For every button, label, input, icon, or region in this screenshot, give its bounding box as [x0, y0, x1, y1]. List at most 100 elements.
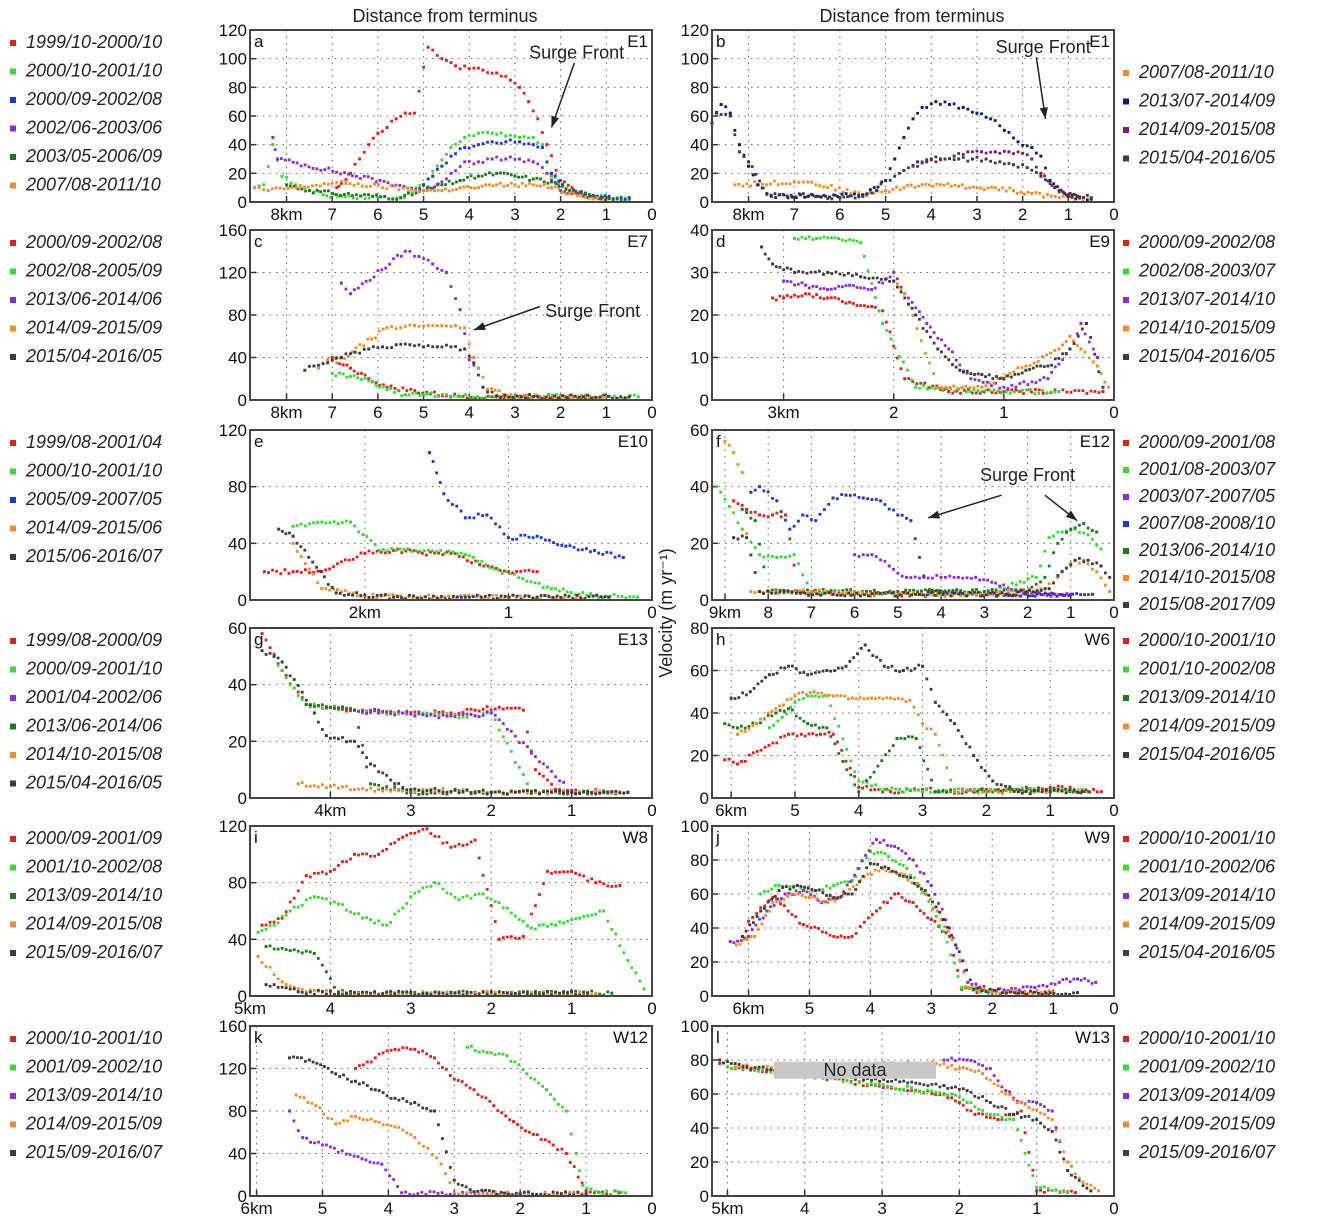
data-point: [980, 112, 983, 116]
data-point: [882, 664, 886, 668]
data-point: [1035, 989, 1039, 993]
data-point: [405, 791, 409, 795]
data-point: [288, 531, 291, 535]
data-point: [367, 379, 371, 383]
data-point: [477, 715, 481, 718]
data-point: [842, 273, 846, 277]
data-point: [822, 287, 826, 290]
data-point: [1082, 522, 1086, 525]
data-point: [969, 576, 973, 580]
data-point: [575, 593, 579, 597]
data-point: [602, 790, 606, 794]
data-point: [458, 67, 462, 71]
data-point: [1019, 991, 1023, 995]
data-point: [505, 741, 509, 745]
data-point: [986, 186, 990, 190]
data-point: [440, 158, 444, 162]
data-point: [445, 177, 448, 181]
data-point: [296, 1129, 300, 1133]
data-point: [503, 393, 507, 397]
data-point: [943, 387, 947, 391]
data-point: [1081, 199, 1085, 203]
data-point: [610, 927, 614, 931]
data-point: [1029, 989, 1032, 993]
data-point: [972, 987, 976, 991]
data-point: [1025, 985, 1029, 988]
series-i-2: [264, 944, 614, 997]
data-point: [312, 871, 316, 875]
data-point: [954, 365, 958, 369]
data-point: [1023, 192, 1026, 196]
data-point: [1042, 365, 1046, 368]
data-point: [994, 991, 998, 995]
data-point: [745, 511, 748, 514]
data-point: [765, 191, 769, 195]
data-point: [995, 782, 999, 786]
data-point: [535, 570, 539, 574]
data-point: [1049, 351, 1053, 355]
data-point: [543, 1138, 547, 1142]
data-point: [1030, 585, 1034, 589]
data-point: [343, 589, 347, 592]
data-point: [817, 670, 821, 674]
data-point: [593, 594, 597, 598]
data-point: [357, 853, 360, 857]
data-point: [1060, 570, 1064, 574]
data-point: [393, 184, 397, 188]
data-point: [800, 235, 804, 239]
data-point: [296, 782, 300, 786]
data-point: [350, 350, 354, 354]
data-point: [980, 790, 984, 794]
data-point: [807, 594, 810, 597]
data-point: [557, 179, 561, 183]
data-point: [405, 186, 409, 190]
data-point: [593, 1189, 597, 1193]
data-point: [481, 68, 485, 72]
data-point: [1014, 385, 1018, 389]
data-point: [550, 790, 553, 794]
data-point: [484, 183, 488, 187]
data-point: [597, 197, 601, 201]
data-point: [328, 869, 332, 873]
data-point: [346, 192, 350, 195]
data-point: [584, 395, 587, 398]
data-point: [927, 593, 931, 596]
data-point: [739, 939, 743, 942]
data-point: [416, 596, 419, 600]
data-point: [1000, 788, 1004, 792]
data-point: [458, 179, 462, 182]
data-point: [1016, 150, 1020, 154]
data-point: [484, 1096, 488, 1100]
data-point: [796, 282, 800, 286]
legend-marker: [1123, 440, 1129, 446]
data-point: [488, 1099, 492, 1103]
data-point: [781, 886, 785, 889]
data-point: [947, 592, 951, 596]
data-point: [345, 363, 349, 367]
data-point: [849, 191, 853, 195]
data-point: [923, 593, 927, 597]
data-point: [1086, 790, 1090, 794]
data-point: [397, 782, 401, 785]
data-point: [437, 789, 441, 793]
data-point: [471, 595, 475, 598]
data-point: [762, 592, 766, 595]
data-point: [574, 989, 578, 993]
data-point: [978, 594, 982, 597]
data-point: [806, 694, 810, 698]
data-point: [531, 570, 535, 573]
data-point: [335, 170, 339, 174]
data-point: [758, 590, 762, 593]
data-point: [577, 395, 581, 399]
data-point: [326, 358, 330, 362]
data-point: [1034, 191, 1038, 195]
data-point: [826, 296, 830, 300]
y-tick-label: 20: [690, 534, 709, 553]
data-point: [566, 183, 570, 187]
data-point: [491, 593, 494, 597]
data-point: [975, 988, 979, 991]
y-tick-label: 0: [238, 1187, 247, 1206]
data-point: [889, 337, 893, 341]
data-point: [449, 61, 453, 64]
